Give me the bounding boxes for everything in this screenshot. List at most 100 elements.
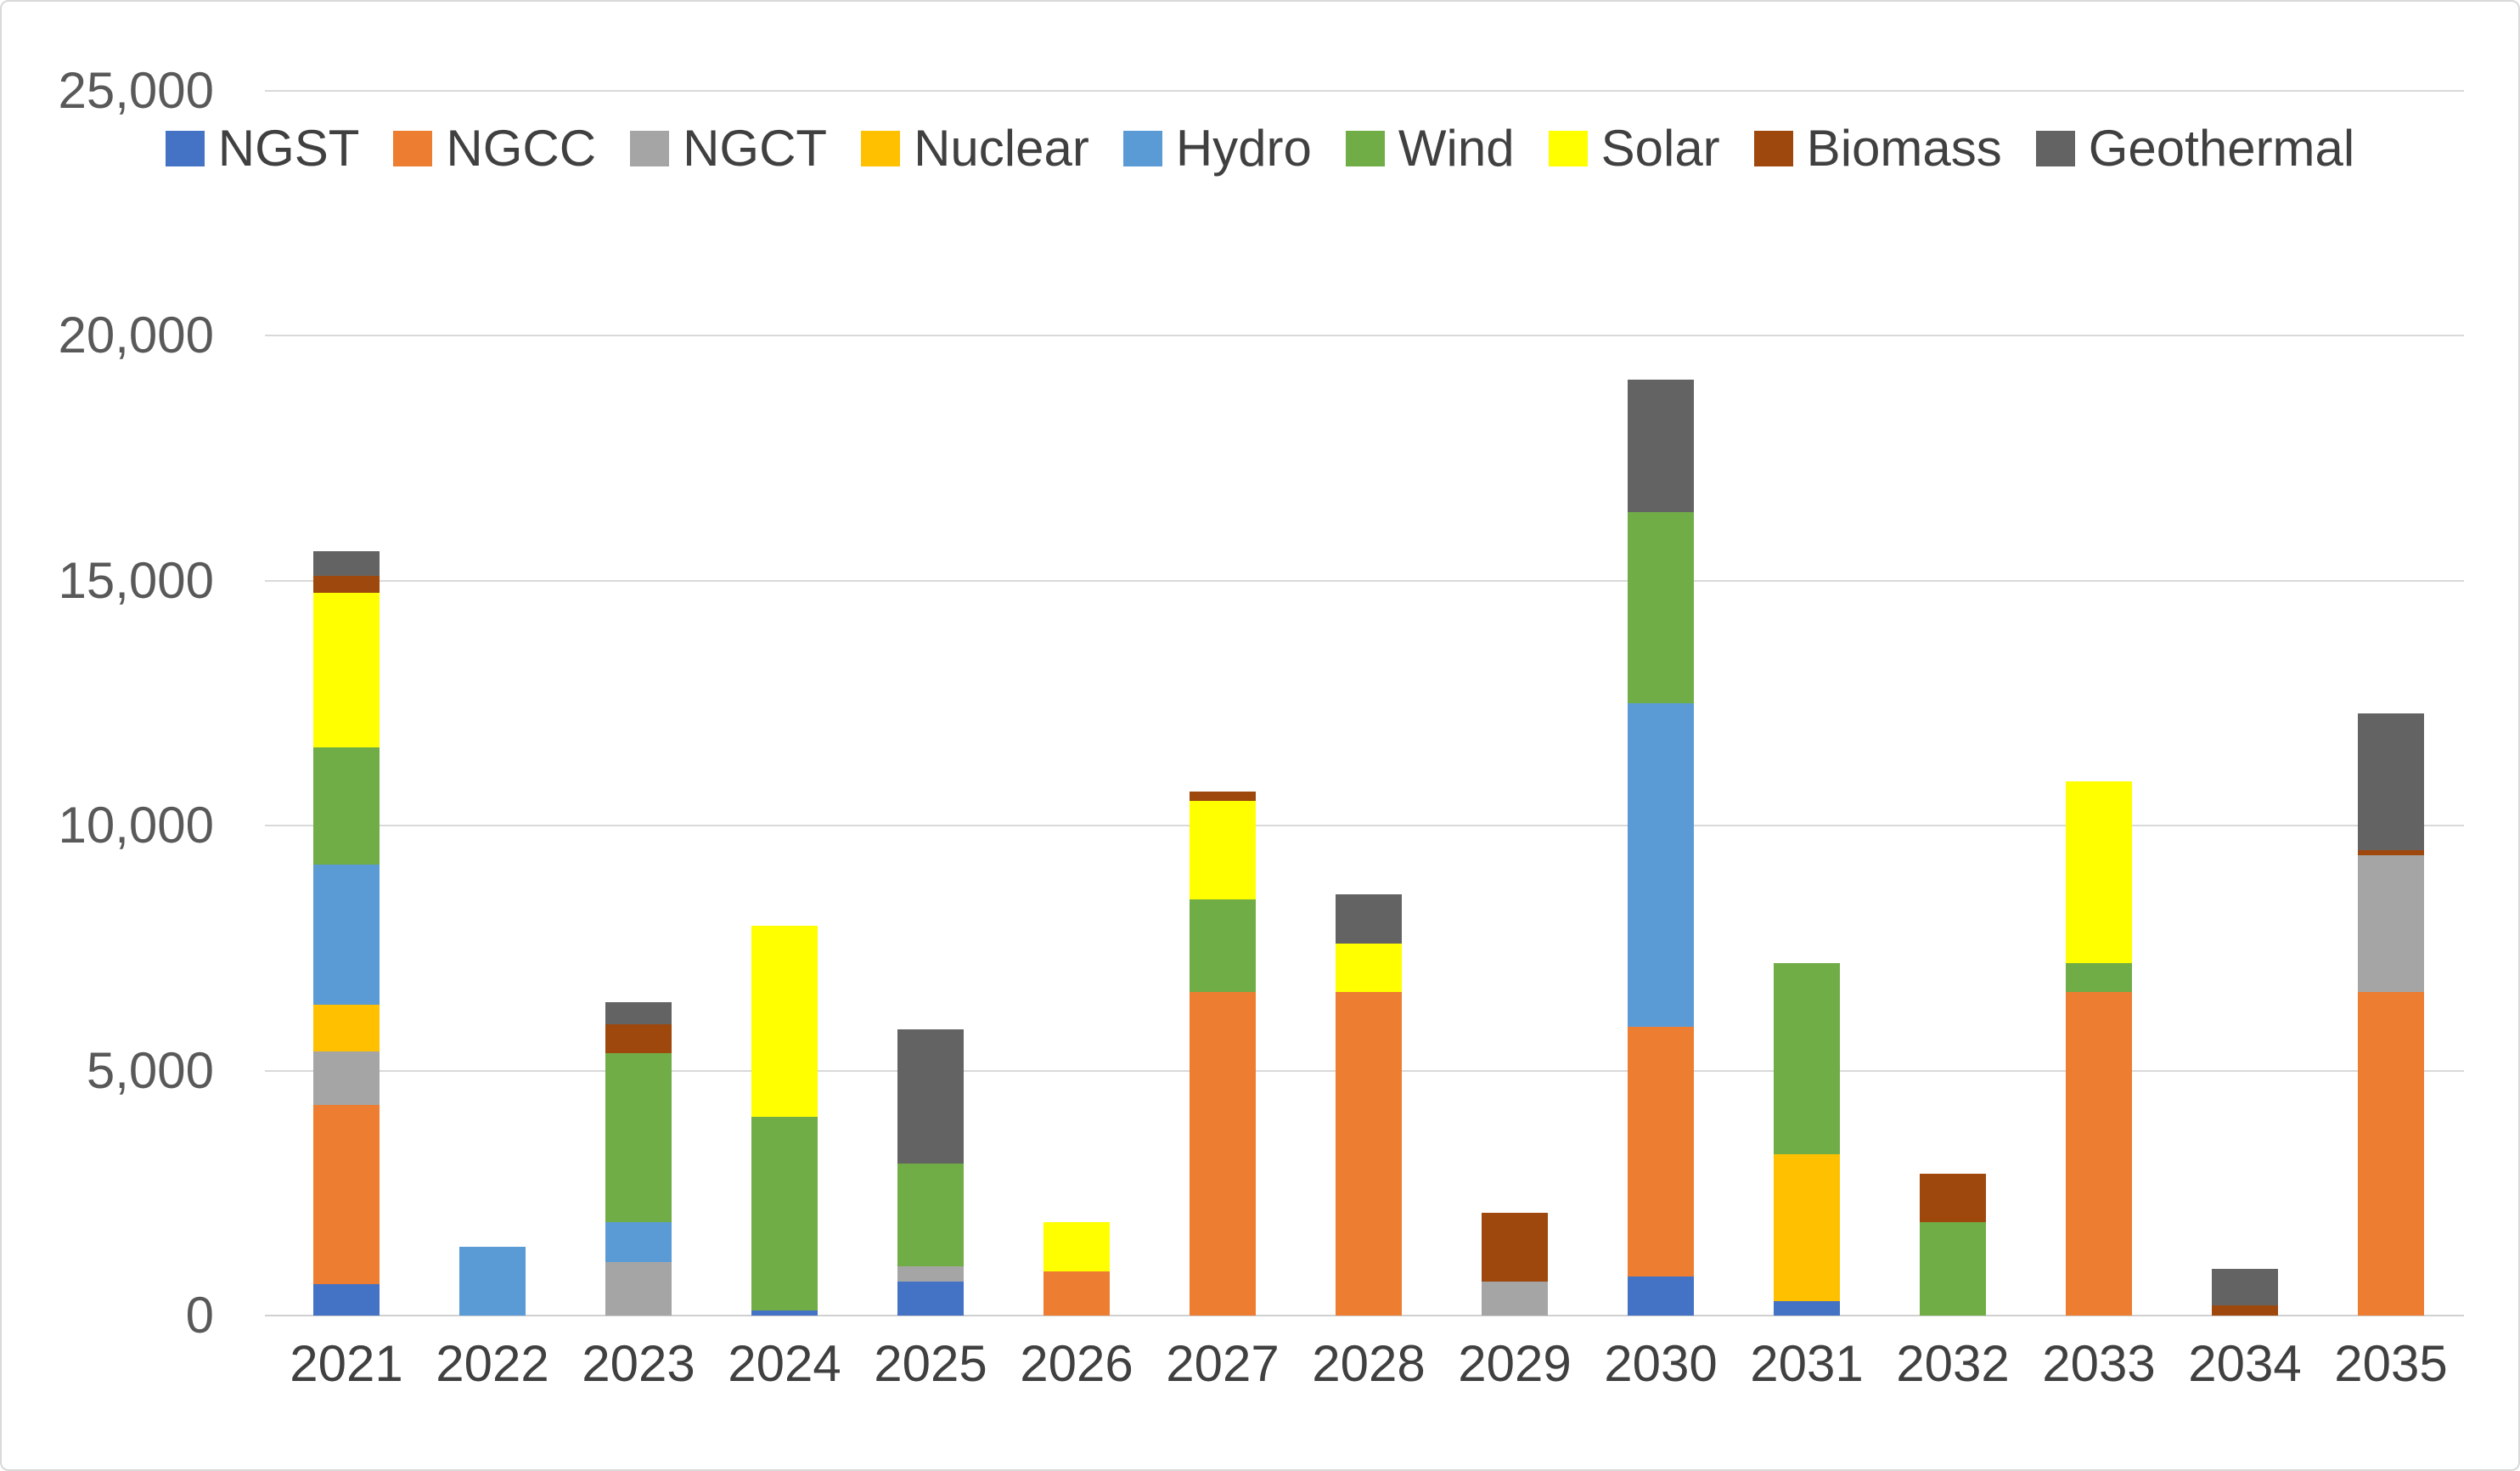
y-tick-label-0: 0 bbox=[185, 1287, 214, 1344]
bar-segment-2028-ngcc[interactable] bbox=[1336, 992, 1402, 1316]
bar-segment-2027-biomass[interactable] bbox=[1190, 791, 1256, 802]
x-tick-label-2025: 2025 bbox=[874, 1335, 987, 1392]
bar-segment-2035-geothermal[interactable] bbox=[2358, 713, 2424, 851]
legend-swatch-ngcc bbox=[393, 131, 433, 166]
legend: NGST NGCC NGCT Nuclear Hydro Wind Solar Biomass… bbox=[2, 122, 2518, 175]
bar-segment-2030-hydro[interactable] bbox=[1628, 703, 1694, 1027]
bar-segment-2032-wind[interactable] bbox=[1920, 1222, 1986, 1316]
bar-segment-2023-biomass[interactable] bbox=[605, 1023, 672, 1054]
bar-segment-2023-wind[interactable] bbox=[605, 1053, 672, 1223]
bar-segment-2033-solar[interactable] bbox=[2066, 781, 2132, 963]
bar-segment-2027-solar[interactable] bbox=[1190, 801, 1256, 899]
legend-label-hydro: Hydro bbox=[1175, 120, 1312, 177]
legend-label-wind: Wind bbox=[1398, 120, 1515, 177]
x-tick-label-2026: 2026 bbox=[1020, 1335, 1133, 1392]
gridline-15000 bbox=[265, 579, 2464, 582]
bar-segment-2026-solar[interactable] bbox=[1043, 1222, 1110, 1272]
legend-item-hydro[interactable]: Hydro bbox=[1122, 120, 1312, 177]
bar-segment-2024-wind[interactable] bbox=[751, 1117, 818, 1311]
legend-label-ngct: NGCT bbox=[683, 120, 828, 177]
bar-segment-2029-ngct[interactable] bbox=[1482, 1281, 1548, 1316]
bar-segment-2021-wind[interactable] bbox=[313, 747, 380, 865]
legend-item-ngcc[interactable]: NGCC bbox=[393, 122, 596, 175]
bar-segment-2028-solar[interactable] bbox=[1336, 943, 1402, 993]
legend-swatch-ngct bbox=[630, 131, 670, 166]
gridline-25000 bbox=[265, 90, 2464, 92]
legend-swatch-wind bbox=[1345, 131, 1385, 166]
bar-segment-2024-solar[interactable] bbox=[751, 926, 818, 1118]
legend-label-geothermal: Geothermal bbox=[2088, 120, 2355, 177]
bar-segment-2021-geothermal[interactable] bbox=[313, 551, 380, 577]
y-tick-label-20000: 20,000 bbox=[58, 307, 214, 364]
bar-segment-2021-solar[interactable] bbox=[313, 593, 380, 747]
bar-segment-2030-wind[interactable] bbox=[1628, 512, 1694, 703]
bar-segment-2031-wind[interactable] bbox=[1774, 962, 1840, 1154]
bar-segment-2023-hydro[interactable] bbox=[605, 1222, 672, 1262]
bar-segment-2021-ngst[interactable] bbox=[313, 1283, 380, 1316]
bar-segment-2021-hydro[interactable] bbox=[313, 865, 380, 1005]
legend-item-biomass[interactable]: Biomass bbox=[1753, 120, 2002, 177]
bar-segment-2025-geothermal[interactable] bbox=[897, 1029, 964, 1164]
bar-segment-2021-biomass[interactable] bbox=[313, 576, 380, 594]
x-tick-label-2030: 2030 bbox=[1604, 1335, 1718, 1392]
bar-segment-2021-nuclear[interactable] bbox=[313, 1004, 380, 1051]
legend-item-nuclear[interactable]: Nuclear bbox=[861, 122, 1089, 175]
gridline-10000 bbox=[265, 825, 2464, 827]
bar-segment-2027-ngcc[interactable] bbox=[1190, 992, 1256, 1316]
x-tick-label-2029: 2029 bbox=[1458, 1335, 1572, 1392]
bar-segment-2025-ngct[interactable] bbox=[897, 1266, 964, 1282]
bar-segment-2021-ngcc[interactable] bbox=[313, 1104, 380, 1284]
x-tick-label-2024: 2024 bbox=[728, 1335, 841, 1392]
y-tick-label-10000: 10,000 bbox=[58, 797, 214, 854]
bar-segment-2033-ngcc[interactable] bbox=[2066, 992, 2132, 1316]
bar-segment-2027-wind[interactable] bbox=[1190, 899, 1256, 993]
x-tick-label-2021: 2021 bbox=[290, 1335, 403, 1392]
bar-segment-2025-wind[interactable] bbox=[897, 1164, 964, 1267]
legend-item-wind[interactable]: Wind bbox=[1345, 120, 1515, 177]
bar-segment-2030-ngst[interactable] bbox=[1628, 1276, 1694, 1316]
bar-segment-2035-ngcc[interactable] bbox=[2358, 992, 2424, 1316]
bar-segment-2023-geothermal[interactable] bbox=[605, 1001, 672, 1024]
legend-label-solar: Solar bbox=[1600, 120, 1720, 177]
legend-item-solar[interactable]: Solar bbox=[1548, 120, 1720, 177]
bar-segment-2034-biomass[interactable] bbox=[2212, 1305, 2278, 1316]
x-tick-label-2032: 2032 bbox=[1896, 1335, 2010, 1392]
legend-swatch-solar bbox=[1548, 131, 1588, 166]
legend-label-nuclear: Nuclear bbox=[914, 120, 1089, 177]
bar-segment-2023-ngct[interactable] bbox=[605, 1261, 672, 1316]
bar-segment-2028-geothermal[interactable] bbox=[1336, 893, 1402, 944]
bar-segment-2034-geothermal[interactable] bbox=[2212, 1269, 2278, 1306]
legend-item-ngct[interactable]: NGCT bbox=[630, 122, 827, 175]
gridline-20000 bbox=[265, 335, 2464, 337]
bar-segment-2033-wind[interactable] bbox=[2066, 962, 2132, 993]
bar-segment-2030-geothermal[interactable] bbox=[1628, 380, 1694, 513]
x-tick-label-2031: 2031 bbox=[1750, 1335, 1864, 1392]
bar-segment-2031-nuclear[interactable] bbox=[1774, 1153, 1840, 1301]
bar-segment-2025-ngst[interactable] bbox=[897, 1281, 964, 1316]
bar-segment-2031-ngst[interactable] bbox=[1774, 1300, 1840, 1316]
bar-segment-2030-ngcc[interactable] bbox=[1628, 1026, 1694, 1277]
legend-item-ngst[interactable]: NGST bbox=[165, 120, 360, 177]
x-tick-label-2033: 2033 bbox=[2042, 1335, 2156, 1392]
bar-segment-2029-biomass[interactable] bbox=[1482, 1212, 1548, 1282]
legend-swatch-hydro bbox=[1122, 131, 1162, 166]
y-tick-label-15000: 15,000 bbox=[58, 551, 214, 609]
y-tick-label-5000: 5,000 bbox=[86, 1041, 214, 1099]
bar-segment-2026-ngcc[interactable] bbox=[1043, 1271, 1110, 1316]
legend-swatch-biomass bbox=[1753, 131, 1793, 166]
bar-segment-2021-ngct[interactable] bbox=[313, 1051, 380, 1105]
bar-segment-2035-ngct[interactable] bbox=[2358, 854, 2424, 993]
legend-item-geothermal[interactable]: Geothermal bbox=[2035, 120, 2355, 177]
bar-segment-2032-biomass[interactable] bbox=[1920, 1173, 1986, 1223]
plot-area bbox=[265, 90, 2464, 1316]
bar-segment-2022-hydro[interactable] bbox=[459, 1247, 526, 1316]
legend-swatch-nuclear bbox=[861, 131, 901, 166]
x-tick-label-2023: 2023 bbox=[582, 1335, 695, 1392]
x-tick-label-2028: 2028 bbox=[1312, 1335, 1426, 1392]
legend-label-ngst: NGST bbox=[217, 120, 360, 177]
legend-label-biomass: Biomass bbox=[1806, 120, 2002, 177]
bar-segment-2035-biomass[interactable] bbox=[2358, 850, 2424, 855]
bar-segment-2024-ngst[interactable] bbox=[751, 1310, 818, 1316]
legend-swatch-geothermal bbox=[2035, 131, 2075, 166]
